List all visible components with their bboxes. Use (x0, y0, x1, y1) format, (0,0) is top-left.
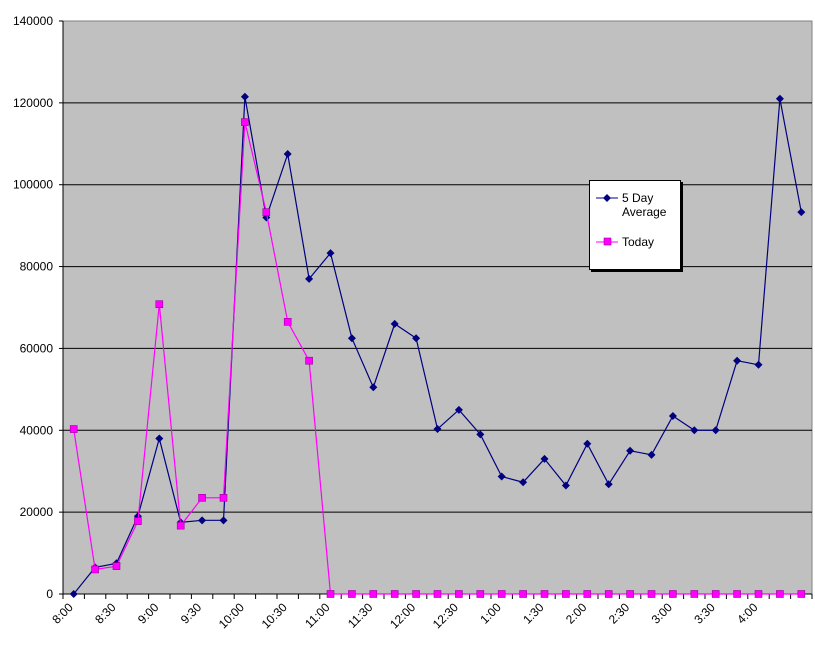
data-point-series-1 (305, 274, 314, 283)
data-point-series-1 (604, 480, 613, 489)
legend-swatch-series-2 (596, 237, 618, 246)
data-point-series-2 (476, 590, 485, 598)
data-point-series-2 (690, 590, 699, 598)
data-point-series-1 (711, 426, 720, 435)
data-point-series-2 (540, 590, 549, 598)
data-point-series-1 (519, 478, 528, 487)
legend-label-series-2: Today (622, 235, 655, 249)
data-point-series-2 (69, 425, 78, 433)
x-tick-label: 12:00 (387, 600, 418, 631)
data-point-series-2 (134, 517, 142, 525)
data-point-series-2 (348, 590, 356, 598)
plot-area (62, 20, 813, 595)
data-point-series-1 (454, 405, 463, 414)
x-tick-label: 3:00 (649, 600, 676, 627)
data-point-series-2 (326, 590, 335, 598)
data-point-series-2 (797, 590, 806, 598)
data-point-series-2 (198, 494, 206, 502)
data-point-series-2 (390, 590, 399, 598)
data-point-series-1 (369, 383, 378, 392)
data-point-series-2 (241, 118, 249, 126)
x-tick-label: 12:30 (430, 600, 461, 631)
legend-swatch-series-1 (596, 194, 618, 202)
data-point-series-2 (219, 494, 228, 502)
data-point-series-1 (476, 430, 485, 439)
data-point-series-2 (497, 590, 506, 598)
data-point-series-1 (390, 319, 399, 328)
x-tick-label: 1:00 (477, 600, 504, 627)
y-tick-label: 20000 (20, 505, 54, 519)
data-point-series-1 (561, 481, 570, 490)
data-point-series-2 (91, 565, 99, 574)
data-point-series-2 (647, 590, 656, 598)
data-point-series-1 (326, 249, 335, 258)
data-point-series-1 (733, 356, 742, 365)
data-point-series-2 (583, 590, 592, 598)
data-point-series-1 (69, 590, 78, 598)
y-tick-label: 100000 (13, 178, 53, 192)
data-point-series-2 (754, 590, 763, 598)
data-point-series-1 (433, 425, 442, 434)
x-tick-label: 8:00 (49, 600, 76, 627)
data-point-series-1 (797, 208, 806, 217)
data-point-series-2 (305, 356, 313, 365)
y-tick-label: 0 (46, 587, 53, 601)
data-point-series-1 (775, 94, 784, 103)
x-tick-label: 10:30 (259, 600, 290, 631)
data-point-series-2 (433, 590, 442, 598)
data-point-series-1 (219, 516, 228, 525)
x-tick-label: 8:30 (92, 600, 119, 627)
data-point-series-2 (176, 521, 185, 530)
data-point-series-1 (626, 446, 635, 455)
data-point-series-1 (497, 472, 506, 481)
legend-label-series-1: 5 Day Average (622, 191, 667, 219)
data-point-series-2 (604, 590, 613, 598)
data-point-series-2 (283, 318, 292, 326)
data-point-series-2 (669, 590, 677, 598)
x-tick-label: 4:00 (734, 600, 761, 627)
x-tick-label: 1:30 (520, 600, 547, 627)
data-point-series-2 (626, 590, 634, 598)
data-point-series-1 (240, 92, 249, 101)
data-point-series-1 (540, 454, 549, 463)
x-tick-label: 10:00 (216, 600, 247, 631)
y-tick-label: 80000 (20, 260, 54, 274)
x-tick-label: 9:30 (178, 600, 205, 627)
data-point-series-1 (754, 360, 763, 369)
data-point-series-2 (262, 208, 271, 216)
x-tick-label: 2:30 (606, 600, 633, 627)
data-point-series-2 (155, 300, 164, 309)
data-point-series-1 (583, 439, 592, 448)
x-tick-label: 11:00 (302, 600, 333, 631)
data-point-series-2 (711, 590, 720, 598)
x-tick-label: 2:00 (563, 600, 590, 627)
x-tick-label: 9:00 (135, 600, 162, 627)
data-point-series-1 (668, 411, 677, 420)
data-point-series-2 (412, 590, 420, 598)
data-point-series-2 (455, 590, 463, 598)
data-point-series-2 (733, 590, 741, 598)
legend: 5 Day Average Today (589, 180, 681, 270)
data-point-series-2 (369, 590, 378, 598)
x-tick-label: 11:30 (345, 600, 376, 631)
data-point-series-1 (283, 150, 292, 159)
y-tick-label: 120000 (13, 96, 53, 110)
data-point-series-1 (690, 426, 699, 435)
data-point-series-1 (198, 516, 207, 525)
data-point-series-1 (412, 334, 421, 343)
data-point-series-1 (647, 450, 656, 459)
data-point-series-1 (155, 434, 164, 443)
data-point-series-2 (112, 562, 121, 570)
y-tick-label: 140000 (13, 14, 53, 28)
x-tick-label: 3:30 (691, 600, 718, 627)
data-point-series-2 (776, 590, 784, 598)
y-tick-label: 40000 (20, 423, 54, 437)
y-tick-label: 60000 (20, 341, 54, 355)
data-point-series-2 (562, 590, 570, 598)
data-point-series-1 (347, 334, 356, 343)
data-point-series-2 (519, 590, 527, 598)
